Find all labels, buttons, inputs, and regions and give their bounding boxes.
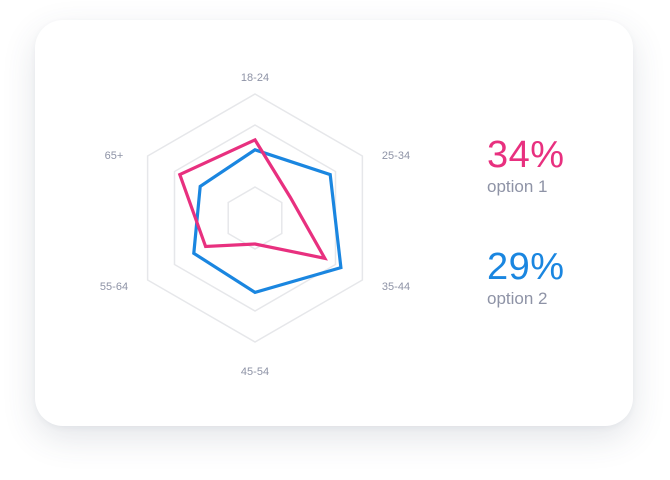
stat-option-2-label: option 2 xyxy=(487,289,548,308)
axis-label-65plus: 65+ xyxy=(105,150,124,162)
grid-ring-25 xyxy=(227,186,283,250)
series-option-1 xyxy=(177,137,328,261)
axis-label-45-54: 45-54 xyxy=(241,366,269,378)
axis-labels: 18-24 25-34 35-44 45-54 55-64 65+ xyxy=(100,72,410,378)
stat-option-2: 29% option 2 xyxy=(487,247,565,309)
series-option-2 xyxy=(192,148,343,295)
chart-card xyxy=(35,20,633,426)
stat-option-2-value: 29% xyxy=(487,246,565,288)
stat-option-1: 34% option 1 xyxy=(487,135,565,197)
stat-option-1-value: 34% xyxy=(487,134,565,176)
grid-ring-100 xyxy=(146,93,364,343)
grid-ring-75 xyxy=(173,124,337,312)
axis-label-25-34: 25-34 xyxy=(382,150,410,162)
radar-series xyxy=(177,137,343,295)
radar-grid xyxy=(146,93,364,343)
axis-label-55-64: 55-64 xyxy=(100,281,128,293)
axis-label-35-44: 35-44 xyxy=(382,281,410,293)
axis-label-18-24: 18-24 xyxy=(241,72,269,84)
stat-option-1-label: option 1 xyxy=(487,177,548,196)
